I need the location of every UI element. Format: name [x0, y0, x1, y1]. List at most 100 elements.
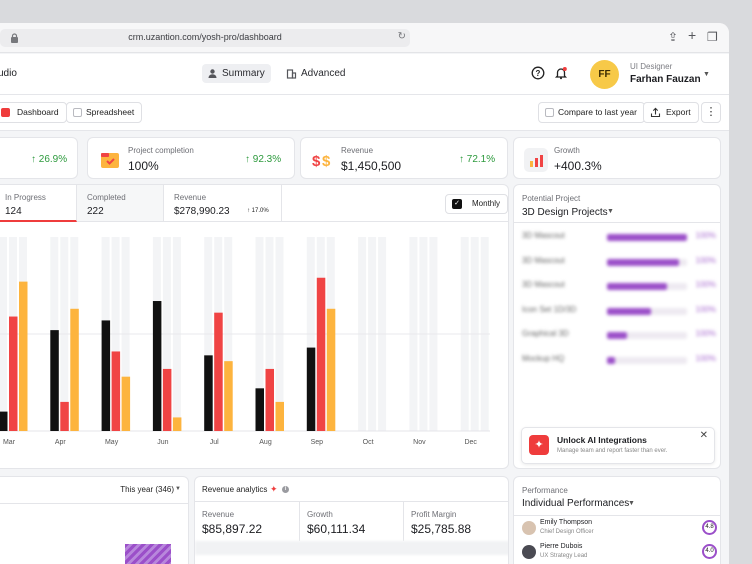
avatar[interactable]: FF — [590, 60, 619, 89]
chart-tab-in-progress[interactable]: In Progress 124 — [0, 185, 77, 222]
x-tick-label: Sep — [311, 439, 324, 446]
score-badge: 4.8 — [702, 520, 717, 535]
project-name: Icon Set 1D/3D — [522, 304, 577, 314]
year-select[interactable]: This year (346) — [120, 485, 174, 494]
sparkle-icon: ✦ — [529, 435, 549, 455]
monthly-toggle[interactable]: ✓ Monthly — [445, 194, 508, 214]
check-icon[interactable]: ✓ — [452, 199, 462, 209]
dashboard-toggle[interactable]: Dashboard — [0, 102, 67, 123]
project-name: 3D Mascout — [522, 231, 565, 240]
tab-summary-label: Summary — [222, 68, 265, 79]
arrow-up-icon: ↑ — [245, 154, 253, 165]
panel-title: Revenue analytics — [202, 485, 268, 494]
lock-icon — [11, 33, 18, 43]
arrow-up-icon: ↑ — [459, 154, 467, 165]
cell-label: Revenue — [202, 510, 235, 519]
project-percent: 100% — [695, 329, 716, 338]
bell-icon[interactable] — [554, 66, 568, 80]
list-item[interactable]: Graphical 3D 100% — [522, 329, 716, 341]
chart-tab-value: 222 — [87, 206, 104, 217]
list-item[interactable]: Mockup HQ 100% — [522, 354, 716, 366]
panel-label: Performance — [522, 486, 568, 495]
tab-summary[interactable]: Summary — [202, 64, 271, 83]
bar-jun-2 — [172, 417, 182, 431]
performance-panel: Performance Individual Performances ▼ Em… — [513, 476, 721, 564]
cell-value: $85,897.22 — [202, 522, 263, 536]
info-icon[interactable]: i — [282, 486, 289, 493]
export-button[interactable]: Export — [643, 102, 699, 123]
dashboard-checkbox[interactable] — [1, 108, 10, 117]
progress-track — [607, 356, 687, 364]
progress-bar — [607, 332, 627, 339]
list-item[interactable]: Emily Thompson Chief Design Officer 4.8 — [522, 519, 717, 539]
panel-label: Potential Project — [522, 194, 581, 203]
revenue-cell: Revenue $85,897.22 — [195, 501, 300, 541]
chart-tab-completed[interactable]: Completed 222 — [77, 185, 164, 222]
spreadsheet-toggle[interactable]: Spreadsheet — [66, 102, 143, 123]
x-tick-label: Apr — [55, 439, 67, 446]
project-percent: 100% — [695, 280, 716, 289]
stat-value: +400.3% — [554, 159, 602, 173]
monthly-label: Monthly — [472, 199, 501, 208]
ai-promo-card[interactable]: ✦ Unlock AI Integrations Manage team and… — [521, 427, 715, 464]
table-header-strip — [195, 541, 508, 555]
project-percent: 100% — [695, 231, 716, 240]
bar-apr-0 — [50, 330, 59, 431]
app-header: udio Summary Advanced ? FF UI Designer F… — [0, 54, 729, 95]
help-icon[interactable]: ? — [531, 66, 545, 80]
progress-bar — [607, 258, 679, 266]
chart-tab-revenue[interactable]: Revenue $278,990.23 ↑ 17.0% — [164, 185, 282, 222]
bar-may-0 — [101, 320, 111, 431]
bar-may-1 — [111, 351, 121, 431]
chevron-down-icon[interactable]: ▼ — [628, 500, 635, 507]
person-title: Chief Design Officer — [540, 529, 594, 535]
url-field[interactable]: crm.uzantion.com/yosh-pro/dashboard ↻ — [0, 29, 410, 47]
tab-advanced[interactable]: Advanced — [281, 64, 351, 83]
stat-card-project-completion: Project completion 100% ↑ 92.3% — [87, 137, 295, 179]
growth-cell: Growth $60,111.34 — [300, 501, 404, 541]
list-item[interactable]: Icon Set 1D/3D 100% — [522, 305, 716, 317]
person-title: UX Strategy Lead — [540, 553, 588, 559]
project-category-select[interactable]: 3D Design Projects — [522, 207, 608, 218]
bar-jun-0 — [152, 301, 162, 431]
chevron-down-icon[interactable]: ▼ — [607, 208, 614, 215]
arrow-up-icon: ↑ — [247, 208, 252, 214]
reload-icon[interactable]: ↻ — [397, 31, 406, 42]
list-item[interactable]: Pierre Dubois UX Strategy Lead 4.0 — [522, 543, 717, 563]
bar-jun-1 — [162, 368, 172, 431]
tabs-overview-icon[interactable]: ❐ — [707, 30, 718, 44]
compare-checkbox[interactable] — [545, 108, 554, 117]
bar-aug-0 — [255, 388, 264, 431]
bar-apr-2 — [70, 308, 79, 431]
cell-value: $25,785.88 — [411, 522, 472, 536]
bar-aug-1 — [265, 368, 274, 431]
list-item[interactable]: 3D Mascout 100% — [522, 280, 716, 292]
hatched-bar — [125, 544, 171, 564]
chevron-down-icon[interactable]: ▼ — [175, 486, 181, 492]
project-name: 3D Mascout — [522, 255, 565, 265]
stat-card-1: ↑ 26.9% — [0, 137, 78, 179]
project-percent: 100% — [695, 255, 716, 265]
stat-value: $1,450,500 — [341, 159, 402, 173]
close-icon[interactable]: ✕ — [699, 430, 708, 441]
folder-check-icon — [101, 153, 119, 168]
more-options-button[interactable]: ⋮ — [701, 102, 721, 123]
new-tab-icon[interactable]: + — [688, 27, 697, 43]
list-item[interactable]: 3D Mascout 100% — [522, 231, 716, 243]
bar-mar-1 — [9, 316, 18, 431]
stat-change: ↑ 92.3% — [245, 154, 282, 165]
spreadsheet-label: Spreadsheet — [86, 107, 135, 117]
chevron-down-icon[interactable]: ▼ — [703, 71, 710, 78]
bar-may-2 — [121, 376, 131, 431]
share-icon[interactable]: ⇪ — [668, 30, 679, 44]
cell-label: Profit Margin — [411, 510, 457, 519]
stat-label: Growth — [554, 146, 580, 155]
tab-advanced-label: Advanced — [301, 68, 346, 79]
chart-panel: In Progress 124 Completed 222 Revenue $2… — [0, 184, 509, 469]
performance-select[interactable]: Individual Performances — [522, 498, 630, 509]
spreadsheet-checkbox[interactable] — [73, 108, 82, 117]
list-item[interactable]: 3D Mascout 100% — [522, 256, 716, 268]
compare-last-year-toggle[interactable]: Compare to last year — [538, 102, 645, 123]
chart-tab-label: In Progress — [5, 193, 46, 202]
bar-chart-icon — [524, 148, 548, 172]
